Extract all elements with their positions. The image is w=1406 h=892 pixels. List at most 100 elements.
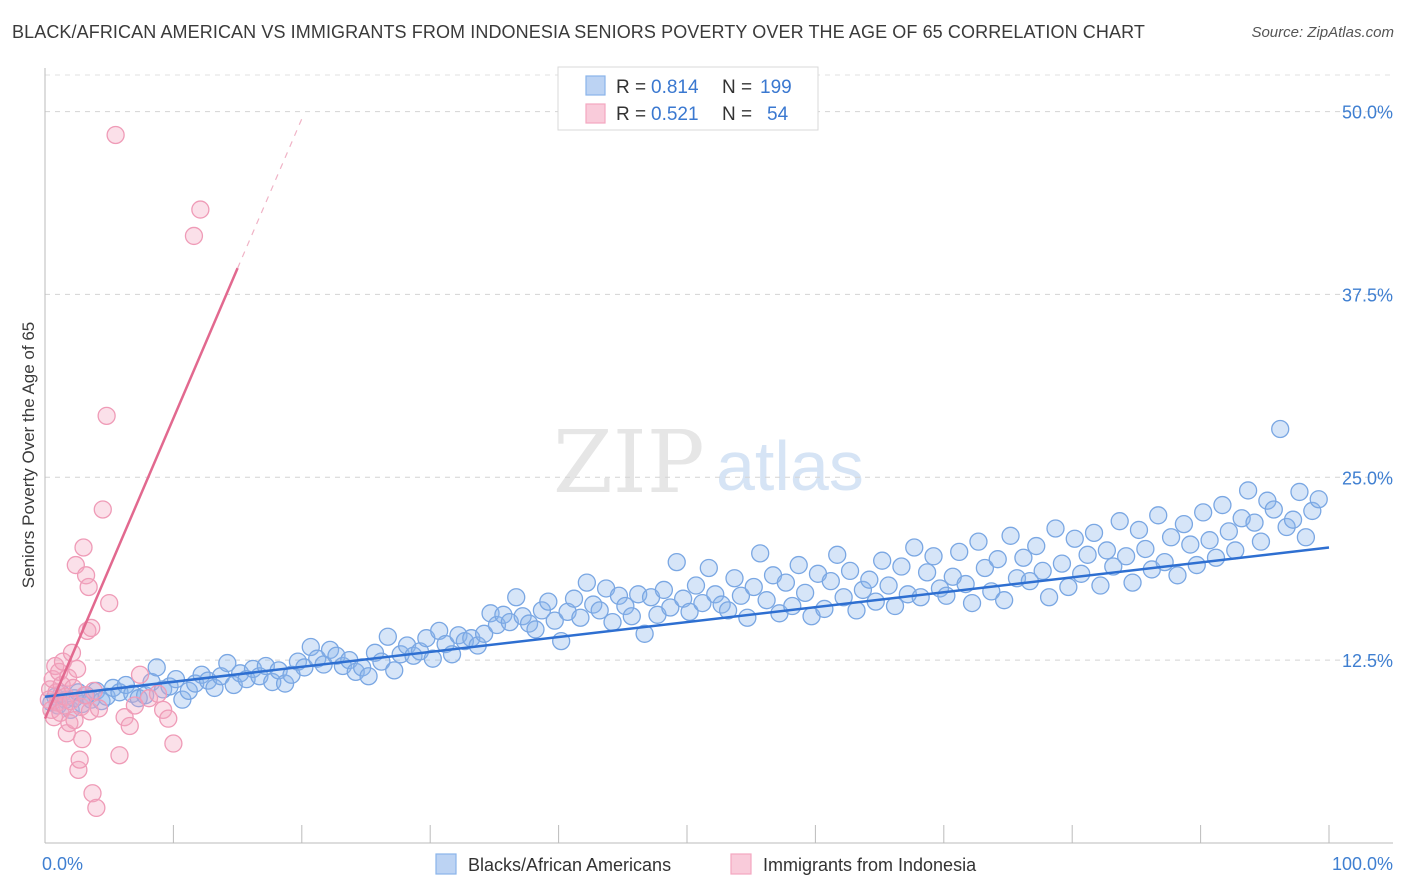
point-blacks-160: [1039, 588, 1059, 607]
point-blacks-116: [757, 591, 776, 610]
bottom-legend-swatch-blacks: [435, 853, 457, 875]
point-indonesia-50: [159, 709, 178, 728]
gridlines: [45, 74, 1393, 661]
point-indonesia-48: [148, 684, 168, 703]
point-blacks-112: [731, 586, 751, 605]
point-blacks-181: [1174, 514, 1194, 534]
point-blacks-177: [1149, 506, 1168, 525]
point-blacks-106: [693, 593, 712, 613]
point-blacks-78: [513, 607, 532, 626]
legend-r-value-indonesia: 0.521: [651, 104, 699, 125]
series-indonesia-points: [39, 125, 210, 818]
point-blacks-86: [564, 589, 584, 608]
point-blacks-167: [1084, 523, 1104, 543]
point-blacks-100: [654, 580, 674, 600]
y-tick-labels: 12.5% 25.0% 37.5% 50.0%: [1342, 103, 1393, 672]
point-blacks-97: [635, 624, 654, 643]
point-blacks-174: [1129, 520, 1149, 540]
bottom-legend: Blacks/African Americans Immigrants from…: [435, 853, 977, 875]
legend-swatch-indonesia: [585, 103, 606, 124]
axes: [44, 68, 1393, 844]
point-blacks-104: [680, 602, 699, 622]
point-blacks-142: [924, 547, 943, 566]
point-blacks-94: [616, 596, 635, 616]
point-blacks-26: [179, 681, 198, 701]
point-blacks-180: [1168, 566, 1187, 585]
point-blacks-169: [1097, 541, 1117, 560]
point-blacks-129: [840, 561, 860, 581]
legend-r-label-indonesia: R =: [616, 104, 646, 125]
point-blacks-95: [622, 607, 641, 626]
point-blacks-66: [436, 634, 455, 654]
point-blacks-146: [950, 542, 969, 562]
y-axis-label: Seniors Poverty Over the Age of 65: [19, 322, 38, 588]
point-blacks-197: [1277, 517, 1296, 537]
point-blacks-114: [744, 577, 763, 597]
point-blacks-75: [494, 605, 513, 624]
point-blacks-187: [1213, 495, 1232, 515]
point-blacks-125: [815, 599, 834, 619]
point-blacks-88: [577, 573, 596, 592]
point-blacks-150: [975, 558, 995, 578]
point-indonesia-47: [139, 689, 159, 708]
y-tick-label-2: 37.5%: [1342, 285, 1393, 305]
point-indonesia-45: [125, 696, 145, 715]
point-blacks-186: [1206, 548, 1226, 567]
point-blacks-122: [795, 583, 815, 603]
point-blacks-120: [783, 596, 802, 616]
point-blacks-139: [905, 538, 924, 557]
legend-n-label-indonesia: N =: [722, 104, 752, 125]
point-blacks-199: [1290, 482, 1309, 502]
point-blacks-24: [166, 670, 186, 689]
point-blacks-156: [1014, 548, 1033, 567]
point-blacks-200: [1296, 528, 1316, 547]
point-indonesia-27: [74, 538, 93, 557]
point-blacks-171: [1110, 512, 1129, 531]
x-tick-labels: 0.0% 100.0%: [42, 854, 1393, 874]
point-blacks-164: [1065, 529, 1084, 548]
source-credit: Source: ZipAtlas.com: [1251, 24, 1394, 41]
point-blacks-185: [1200, 531, 1219, 550]
point-indonesia-52: [184, 226, 204, 246]
point-blacks-57: [378, 627, 397, 646]
point-blacks-134: [873, 551, 892, 570]
bottom-legend-label-indonesia: Immigrants from Indonesia: [763, 855, 977, 875]
point-indonesia-40: [100, 593, 119, 613]
point-blacks-32: [218, 653, 237, 673]
point-blacks-191: [1238, 481, 1258, 500]
point-blacks-115: [751, 544, 770, 563]
point-blacks-161: [1046, 519, 1065, 538]
point-blacks-193: [1251, 532, 1271, 551]
watermark-zip: ZIP: [553, 413, 705, 513]
point-blacks-110: [718, 601, 738, 620]
point-blacks-131: [853, 580, 873, 600]
point-indonesia-44: [120, 716, 139, 736]
point-blacks-172: [1116, 547, 1136, 566]
point-indonesia-53: [191, 200, 210, 219]
legend-n-label-blacks: N =: [722, 77, 752, 98]
point-blacks-101: [661, 598, 680, 617]
trend-lines: [43, 118, 1330, 720]
point-blacks-119: [776, 573, 796, 592]
point-blacks-140: [911, 588, 930, 607]
top-legend: R = 0.814 N = 199 R = 0.521 N = 54: [557, 66, 819, 131]
point-blacks-45: [301, 637, 320, 657]
point-blacks-158: [1027, 536, 1046, 556]
point-blacks-121: [789, 555, 808, 575]
point-blacks-149: [969, 532, 988, 551]
point-blacks-159: [1033, 561, 1052, 581]
x-tick-label-0: 0.0%: [42, 854, 83, 874]
point-indonesia-25: [71, 697, 91, 717]
point-blacks-58: [385, 661, 404, 680]
legend-swatch-blacks: [585, 75, 606, 96]
point-blacks-87: [571, 608, 590, 627]
point-blacks-128: [834, 588, 853, 607]
point-indonesia-46: [130, 665, 150, 684]
chart-title: BLACK/AFRICAN AMERICAN VS IMMIGRANTS FRO…: [12, 22, 1145, 42]
point-blacks-90: [590, 601, 609, 620]
bottom-legend-label-blacks: Blacks/African Americans: [468, 855, 671, 875]
point-blacks-83: [545, 611, 564, 630]
point-indonesia-43: [115, 708, 134, 727]
point-blacks-202: [1309, 490, 1328, 509]
